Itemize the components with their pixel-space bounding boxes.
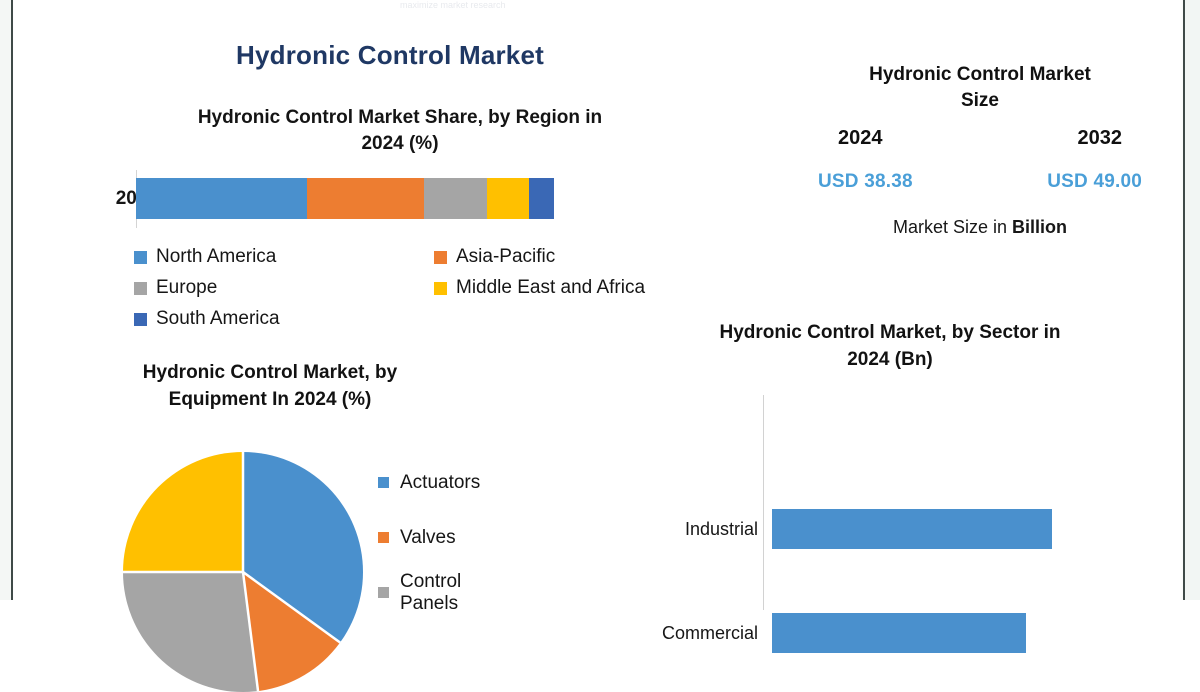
sector-axis-line [763,395,764,611]
equipment-chart-title-line1: Hydronic Control Market, by [142,362,398,383]
legend-swatch-icon [134,250,147,264]
equipment-legend: Actuators Valves Control Panels [378,455,480,620]
legend-swatch-icon [134,312,147,326]
sector-chart-title-line2: 2024 (Bn) [847,348,933,370]
market-size-unit-value: Billion [1012,217,1068,238]
market-size-years: 2024 2032 [800,127,1160,150]
sector-row: Industrial [610,509,1052,550]
market-size-title-line1: Hydronic Control Market [869,64,1091,85]
region-legend-label: South America [156,308,280,329]
legend-swatch-icon [378,587,389,598]
legend-swatch-icon [134,281,147,295]
region-stacked-bar [136,178,554,220]
region-legend-item: South America [134,308,434,330]
region-share-chart: Hydronic Control Market Share, by Region… [100,105,700,230]
equipment-legend-label: Control Panels [400,570,462,614]
region-chart-title-line2: 2024 (%) [361,132,439,154]
equipment-chart-title-line2: Equipment In 2024 (%) [168,388,372,410]
sector-chart-title-line1: Hydronic Control Market, by Sector in [719,322,1061,343]
equipment-legend-label: Valves [400,526,456,548]
market-size-year-start: 2024 [838,127,883,150]
region-legend-item: Europe [134,277,434,299]
sector-category-label: Commercial [661,622,758,643]
market-size-title-line2: Size [960,90,1000,112]
region-segment [424,178,488,220]
region-legend-item: Middle East and Africa [434,277,734,299]
clipped-top-text: maximize market research [400,0,506,8]
region-segment [487,178,529,220]
page-title: Hydronic Control Market [236,40,544,70]
region-legend-item: Asia-Pacific [434,246,734,268]
market-size-values: USD 38.38 USD 49.00 [800,171,1160,193]
region-plot-area: 2024 [100,170,700,230]
region-legend-label: Asia-Pacific [456,246,556,267]
sector-row: Commercial [610,613,1026,654]
equipment-legend-item: Actuators [378,455,480,510]
region-legend: North America Asia-Pacific Europe Middle Ea… [134,246,734,330]
region-segment [528,178,554,220]
region-segment [307,178,425,220]
equipment-chart-title: Hydronic Control Market, by Equipment In… [60,360,480,413]
equipment-legend-item: Valves [378,510,480,565]
legend-swatch-icon [378,477,389,488]
right-border-rule [1183,0,1185,600]
sector-plot-area: Industrial Commercial [610,395,1170,654]
equipment-legend-item: Control Panels [378,565,480,620]
sector-bar [772,509,1052,550]
market-size-unit-note: Market Size in Billion [800,217,1160,238]
region-legend-item: North America [134,246,434,268]
region-legend-label: Europe [156,277,218,298]
pie-graphic-wrapper [123,452,363,692]
equipment-legend-label: Actuators [400,471,481,493]
market-size-title: Hydronic Control Market Size [800,62,1160,114]
legend-swatch-icon [434,281,447,295]
left-border-rule [11,0,13,600]
region-chart-title-line1: Hydronic Control Market Share, by Region… [197,107,603,128]
region-chart-title: Hydronic Control Market Share, by Region… [100,105,700,156]
market-size-value-start: USD 38.38 [818,171,913,193]
sector-chart-title: Hydronic Control Market, by Sector in 20… [610,320,1170,373]
market-size-year-end: 2032 [1077,127,1123,150]
pie-separator-lines [123,452,341,692]
region-legend-label: North America [156,246,277,267]
market-size-panel: Hydronic Control Market Size 2024 2032 U… [800,62,1160,238]
market-size-unit-prefix: Market Size in [892,217,1013,238]
region-segment [136,178,308,220]
sector-category-label: Industrial [684,518,758,539]
sector-bar-chart: Hydronic Control Market, by Sector in 20… [610,320,1170,654]
legend-swatch-icon [378,532,389,543]
market-size-value-end: USD 49.00 [1047,171,1142,193]
region-legend-label: Middle East and Africa [456,277,646,298]
legend-swatch-icon [434,250,447,264]
sector-bar [772,613,1026,654]
equipment-pie-chart: Hydronic Control Market, by Equipment In… [60,360,480,692]
